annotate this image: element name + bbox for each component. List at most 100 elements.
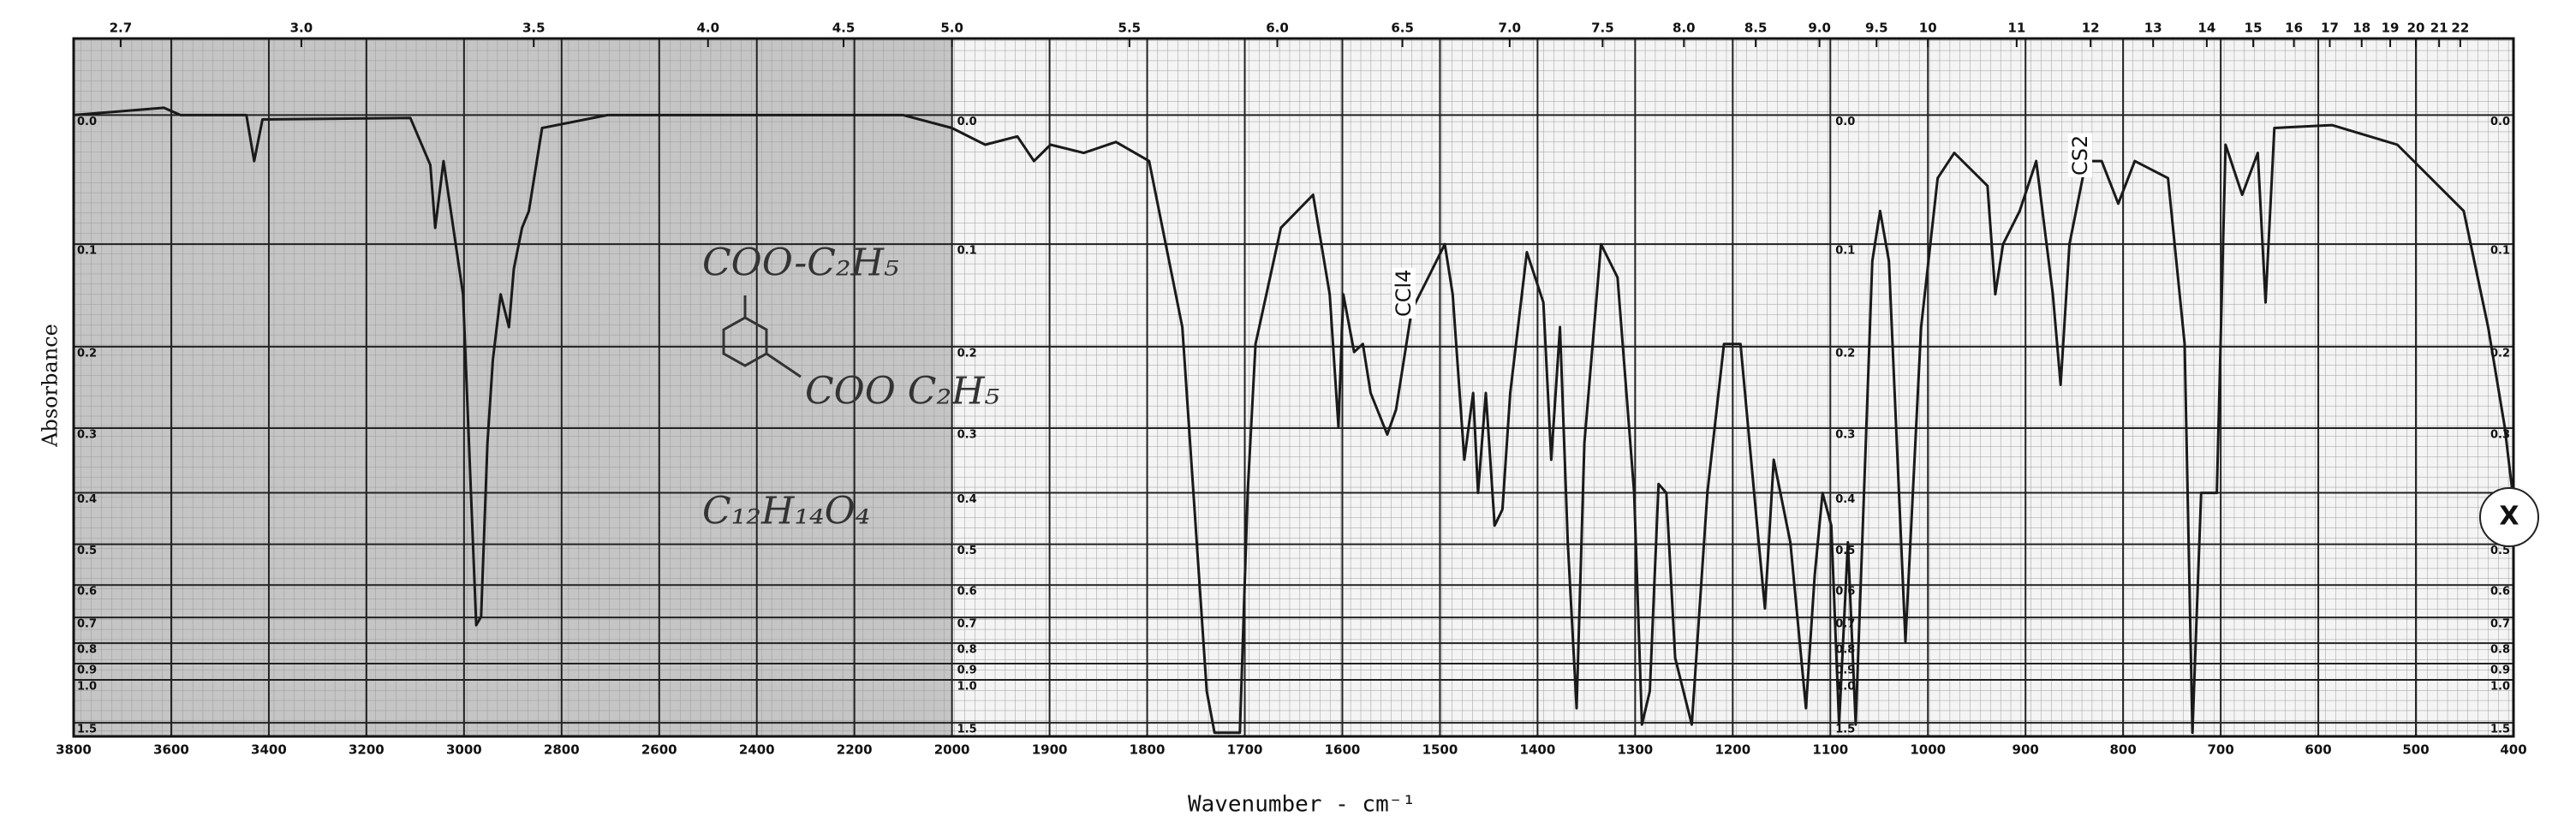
x2-tick-label: 7.0	[1499, 21, 1522, 36]
minor-grid	[74, 39, 2513, 736]
y-tick-label: 0.6	[77, 586, 97, 599]
y-tick-label: 0.6	[2490, 586, 2510, 599]
y-tick-label: 0.1	[1835, 245, 1855, 258]
x-tick-label: 3400	[251, 742, 287, 758]
y-tick-label: 0.5	[2490, 545, 2510, 557]
y-axis-title: Absorbance	[39, 324, 63, 448]
x2-tick-label: 3.5	[522, 21, 546, 36]
x2-tick-label: 19	[2382, 21, 2400, 36]
x-tick-label: 900	[2012, 742, 2039, 758]
x2-tick-label: 14	[2197, 21, 2215, 36]
y-tick-label: 0.9	[1835, 664, 1855, 677]
y-tick-label: 0.3	[957, 429, 977, 442]
spectrum-line	[73, 106, 2514, 735]
annotation-bg	[1392, 267, 1416, 319]
y-tick-label: 0.7	[1835, 618, 1855, 631]
x-tick-label: 1200	[1714, 742, 1750, 758]
x-tick-label: 1800	[1130, 742, 1166, 758]
annotation: C₁₂H₁₄O₄	[702, 490, 870, 533]
x-tick-label: 600	[2305, 742, 2331, 758]
x2-tick-label: 4.0	[696, 21, 719, 36]
y-tick-label: 0.3	[77, 429, 97, 442]
bond	[766, 352, 802, 378]
x-tick-label: 1500	[1422, 742, 1458, 758]
y-tick-label: 0.0	[1835, 116, 1855, 128]
x-tick-label: 1400	[1520, 742, 1556, 758]
annotation: CCl4	[1392, 270, 1416, 317]
y-tick-label: 0.5	[1835, 545, 1855, 557]
y-tick-label: 0.4	[1835, 493, 1855, 506]
x2-tick-label: 8.5	[1744, 21, 1768, 36]
y-tick-label: 0.8	[2490, 644, 2510, 657]
y-tick-label: 0.7	[77, 618, 97, 631]
x2-tick-label: 4.5	[832, 21, 856, 36]
x2-tick-label: 22	[2451, 21, 2469, 36]
y-tick-label: 0.3	[2490, 429, 2510, 442]
x-tick-label: 2800	[544, 742, 580, 758]
y-tick-label: 0.7	[957, 618, 977, 631]
y-tick-label: 0.1	[2490, 245, 2510, 258]
annotation: COO-C₂H₅	[702, 241, 899, 285]
y-tick-label: 1.0	[957, 681, 977, 694]
x2-tick-label: 13	[2144, 21, 2162, 36]
y-tick-label: 0.2	[1835, 347, 1855, 360]
y-tick-label: 0.0	[77, 116, 97, 128]
x-tick-label: 1100	[1812, 742, 1848, 758]
y-tick-label: 0.0	[957, 116, 977, 128]
y-tick-label: 1.5	[2490, 724, 2510, 736]
marker-circle	[2479, 487, 2539, 547]
x-tick-label: 3200	[349, 742, 385, 758]
x-tick-label: 1000	[1910, 742, 1946, 758]
y-tick-label: 0.4	[77, 493, 97, 506]
x2-tick-label: 21	[2430, 21, 2448, 36]
x-tick-label: 3000	[446, 742, 482, 758]
y-tick-label: 1.0	[1835, 681, 1855, 694]
x2-tick-label: 5.5	[1118, 21, 1142, 36]
x2-tick-label: 7.5	[1591, 21, 1614, 36]
x2-tick-label: 5.0	[940, 21, 963, 36]
x2-tick-label: 10	[1919, 21, 1937, 36]
y-tick-label: 0.5	[77, 545, 97, 557]
annotation-bg	[2068, 133, 2092, 177]
y-tick-label: 0.8	[957, 644, 977, 657]
x2-tick-label: 3.0	[290, 21, 313, 36]
x2-tick-label: 2.7	[110, 21, 133, 36]
x-tick-label: 500	[2402, 742, 2429, 758]
y-tick-label: 0.0	[2490, 116, 2510, 128]
y-tick-label: 1.5	[77, 724, 97, 736]
x2-tick-label: 15	[2245, 21, 2263, 36]
x2-tick-label: 12	[2082, 21, 2100, 36]
x-tick-label: 2400	[739, 742, 775, 758]
x2-tick-label: 8.0	[1673, 21, 1696, 36]
annotation: X	[2499, 502, 2519, 532]
y-tick-label: 0.4	[957, 493, 977, 506]
x2-tick-label: 9.5	[1865, 21, 1888, 36]
plot-frame	[72, 37, 2515, 738]
x2-tick-label: 18	[2352, 21, 2370, 36]
y-tick-label: 0.1	[957, 245, 977, 258]
x2-tick-label: 20	[2407, 21, 2425, 36]
grid	[72, 37, 2515, 738]
y-tick-label: 1.0	[77, 681, 97, 694]
x-tick-label: 1900	[1032, 742, 1068, 758]
y-tick-label: 1.0	[2490, 681, 2510, 694]
y-tick-label: 0.3	[1835, 429, 1855, 442]
y-tick-label: 0.7	[2490, 618, 2510, 631]
x2-tick-label: 6.5	[1391, 21, 1414, 36]
y-tick-label: 0.2	[2490, 347, 2510, 360]
y-tick-label: 0.6	[1835, 586, 1855, 599]
annotation: CS2	[2068, 135, 2092, 176]
x-tick-label: 2600	[641, 742, 677, 758]
x-axis-title: Wavenumber - cm⁻¹	[1188, 792, 1416, 818]
graph-paper	[74, 39, 2513, 736]
x2-tick-label: 6.0	[1266, 21, 1289, 36]
x2-tick-label: 11	[2007, 21, 2025, 36]
y-tick-label: 0.5	[957, 545, 977, 557]
x-tick-label: 1700	[1227, 742, 1263, 758]
plot	[73, 106, 2514, 735]
x-tick-label: 800	[2110, 742, 2137, 758]
y-tick-label: 1.5	[1835, 724, 1855, 736]
x-tick-label: 3600	[153, 742, 189, 758]
y-tick-label: 0.2	[77, 347, 97, 360]
y-tick-label: 0.8	[1835, 644, 1855, 657]
